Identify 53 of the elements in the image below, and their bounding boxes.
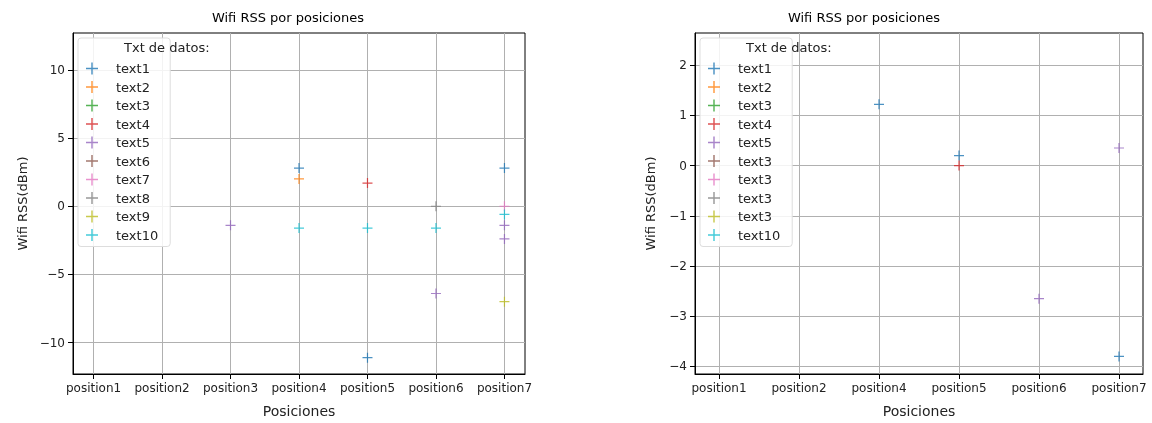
y-tick-label: 5 [57,131,65,146]
y-tick-label: −4 [669,359,687,374]
legend-label: text9 [116,209,150,224]
y-tick-label: 0 [57,199,65,214]
legend-label: text3 [738,172,772,187]
x-tick-label: position4 [271,381,327,395]
y-axis-title: Wifi RSS(dBm) [14,156,30,251]
legend-title: Txt de datos: [745,40,832,55]
x-axis-title: Posiciones [262,403,336,419]
legend-label: text8 [116,190,150,206]
y-tick-label: 1 [679,108,687,123]
legend-label: text6 [116,153,150,169]
y-tick-label: 0 [679,158,687,173]
legend-label: text2 [116,79,150,95]
chart-title: Wifi RSS por posiciones [211,10,365,25]
x-tick-label: position7 [1091,381,1147,395]
legend-label: text10 [738,227,781,243]
legend-title: Txt de datos: [123,40,210,55]
chart-title: Wifi RSS por posiciones [787,10,941,25]
x-tick-label: position1 [65,381,122,395]
x-tick-label: position3 [202,381,259,395]
legend-label: text4 [116,116,150,132]
y-tick-label: −2 [669,259,687,274]
y-tick-label: −1 [669,208,687,223]
x-tick-label: position6 [1011,381,1067,395]
x-tick-label: position7 [476,381,533,395]
x-tick-label: position2 [771,381,827,395]
legend-label: text3 [738,190,772,206]
y-tick-label: 2 [679,58,687,73]
y-axis-title: Wifi RSS(dBm) [643,156,658,251]
x-axis-title: Posiciones [882,403,956,419]
legend-label: text1 [116,61,150,76]
x-tick-label: position5 [931,381,987,395]
legend-label: text4 [738,116,772,132]
x-tick-label: position2 [134,381,190,395]
x-tick-label: position4 [851,381,907,395]
legend-label: text2 [738,79,772,95]
legend-label: text5 [738,135,772,150]
y-tick-label: −10 [39,335,65,350]
legend-label: text3 [738,98,772,113]
legend-label: text10 [116,227,159,243]
legend-label: text3 [116,98,150,113]
y-tick-label: −3 [669,309,687,324]
x-tick-label: position1 [691,381,747,395]
x-tick-label: position5 [339,381,396,395]
y-tick-label: 10 [49,62,65,77]
legend-label: text1 [738,61,772,76]
legend-label: text5 [116,135,150,150]
x-tick-label: position6 [408,381,464,395]
y-tick-label: −5 [47,267,65,282]
legend-label: text3 [738,153,772,169]
legend-label: text3 [738,209,772,224]
legend-label: text7 [116,172,150,187]
